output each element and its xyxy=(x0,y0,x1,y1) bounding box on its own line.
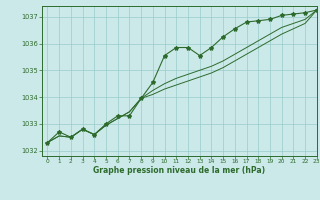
X-axis label: Graphe pression niveau de la mer (hPa): Graphe pression niveau de la mer (hPa) xyxy=(93,166,265,175)
